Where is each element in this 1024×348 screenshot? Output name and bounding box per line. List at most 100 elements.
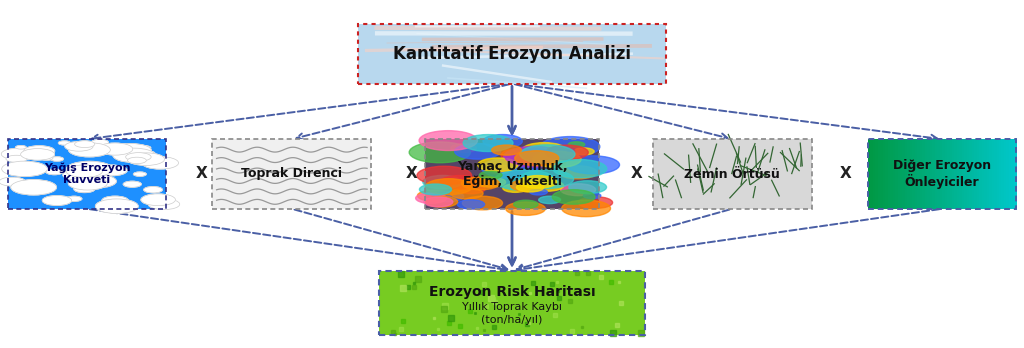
Circle shape — [111, 143, 152, 157]
Circle shape — [511, 179, 547, 192]
Bar — [947, 139, 950, 209]
Circle shape — [455, 143, 501, 159]
Bar — [989, 139, 992, 209]
Bar — [982, 139, 985, 209]
Circle shape — [478, 158, 518, 172]
Circle shape — [492, 145, 521, 155]
Circle shape — [10, 180, 56, 195]
Bar — [996, 139, 1000, 209]
Circle shape — [2, 161, 47, 177]
Bar — [949, 139, 953, 209]
Circle shape — [462, 177, 500, 190]
Bar — [954, 139, 958, 209]
Circle shape — [423, 175, 462, 189]
Bar — [965, 139, 968, 209]
Circle shape — [568, 181, 606, 193]
Circle shape — [67, 196, 82, 201]
Bar — [991, 139, 995, 209]
Bar — [1004, 139, 1008, 209]
Bar — [962, 139, 966, 209]
Circle shape — [126, 153, 152, 161]
Text: Kantitatif Erozyon Analizi: Kantitatif Erozyon Analizi — [393, 45, 631, 63]
Circle shape — [15, 145, 27, 149]
Bar — [910, 139, 913, 209]
Text: Yağış Erozyon
Kuvveti: Yağış Erozyon Kuvveti — [44, 163, 130, 185]
Bar — [1012, 139, 1015, 209]
Circle shape — [463, 135, 513, 151]
Bar — [930, 139, 933, 209]
Text: Diğer Erozyon
Önleyiciler: Diğer Erozyon Önleyiciler — [893, 159, 991, 189]
Circle shape — [6, 155, 27, 163]
Circle shape — [95, 165, 127, 176]
Circle shape — [524, 147, 552, 156]
Circle shape — [40, 156, 53, 160]
Circle shape — [143, 187, 163, 193]
Circle shape — [426, 196, 458, 207]
Bar — [212, 139, 371, 209]
Bar — [944, 139, 948, 209]
Bar — [895, 139, 899, 209]
Bar — [876, 139, 879, 209]
Bar — [999, 139, 1002, 209]
Circle shape — [534, 151, 581, 167]
Bar — [379, 271, 645, 335]
Circle shape — [495, 170, 555, 190]
Circle shape — [514, 200, 538, 208]
Bar — [900, 139, 903, 209]
Circle shape — [433, 191, 464, 202]
Bar — [905, 139, 908, 209]
Circle shape — [50, 157, 63, 161]
Circle shape — [558, 166, 597, 179]
Circle shape — [520, 145, 575, 164]
Circle shape — [42, 196, 72, 205]
Text: Yıllık Toprak Kaybı: Yıllık Toprak Kaybı — [462, 302, 562, 312]
Bar — [928, 139, 931, 209]
Text: Erozyon Risk Haritası: Erozyon Risk Haritası — [429, 285, 595, 299]
Bar — [872, 139, 877, 209]
Circle shape — [24, 146, 55, 156]
Text: Toprak Direnci: Toprak Direnci — [242, 167, 342, 181]
Circle shape — [75, 141, 95, 148]
Circle shape — [123, 181, 141, 187]
Circle shape — [579, 197, 612, 208]
Bar — [972, 139, 975, 209]
Circle shape — [519, 170, 573, 188]
Bar — [935, 139, 938, 209]
Text: X: X — [406, 166, 418, 182]
Bar — [897, 139, 901, 209]
Circle shape — [95, 199, 138, 214]
Circle shape — [1, 148, 36, 160]
Circle shape — [424, 197, 453, 207]
Circle shape — [440, 175, 480, 189]
Circle shape — [67, 165, 102, 177]
Text: Yamaç Uzunluk,
Eğim, Yükselti: Yamaç Uzunluk, Eğim, Yükselti — [457, 160, 567, 188]
Circle shape — [69, 143, 111, 157]
Bar — [893, 139, 896, 209]
Circle shape — [74, 185, 95, 193]
Bar — [870, 139, 873, 209]
Bar — [878, 139, 882, 209]
Circle shape — [553, 160, 606, 178]
Circle shape — [416, 193, 446, 204]
Bar — [890, 139, 894, 209]
Circle shape — [573, 148, 594, 155]
Bar — [994, 139, 997, 209]
Bar — [970, 139, 973, 209]
Bar — [425, 139, 599, 209]
Bar — [883, 139, 886, 209]
Circle shape — [101, 196, 128, 205]
Circle shape — [529, 189, 548, 195]
Bar — [653, 139, 811, 209]
Circle shape — [419, 130, 477, 150]
Bar — [912, 139, 915, 209]
Bar — [1009, 139, 1013, 209]
Circle shape — [451, 144, 476, 152]
Circle shape — [103, 167, 115, 171]
Text: Zemin Örtüsü: Zemin Örtüsü — [684, 167, 780, 181]
Circle shape — [506, 202, 546, 215]
Circle shape — [420, 184, 452, 195]
Bar — [358, 24, 666, 84]
Bar — [977, 139, 980, 209]
Bar — [923, 139, 926, 209]
Circle shape — [546, 145, 588, 160]
